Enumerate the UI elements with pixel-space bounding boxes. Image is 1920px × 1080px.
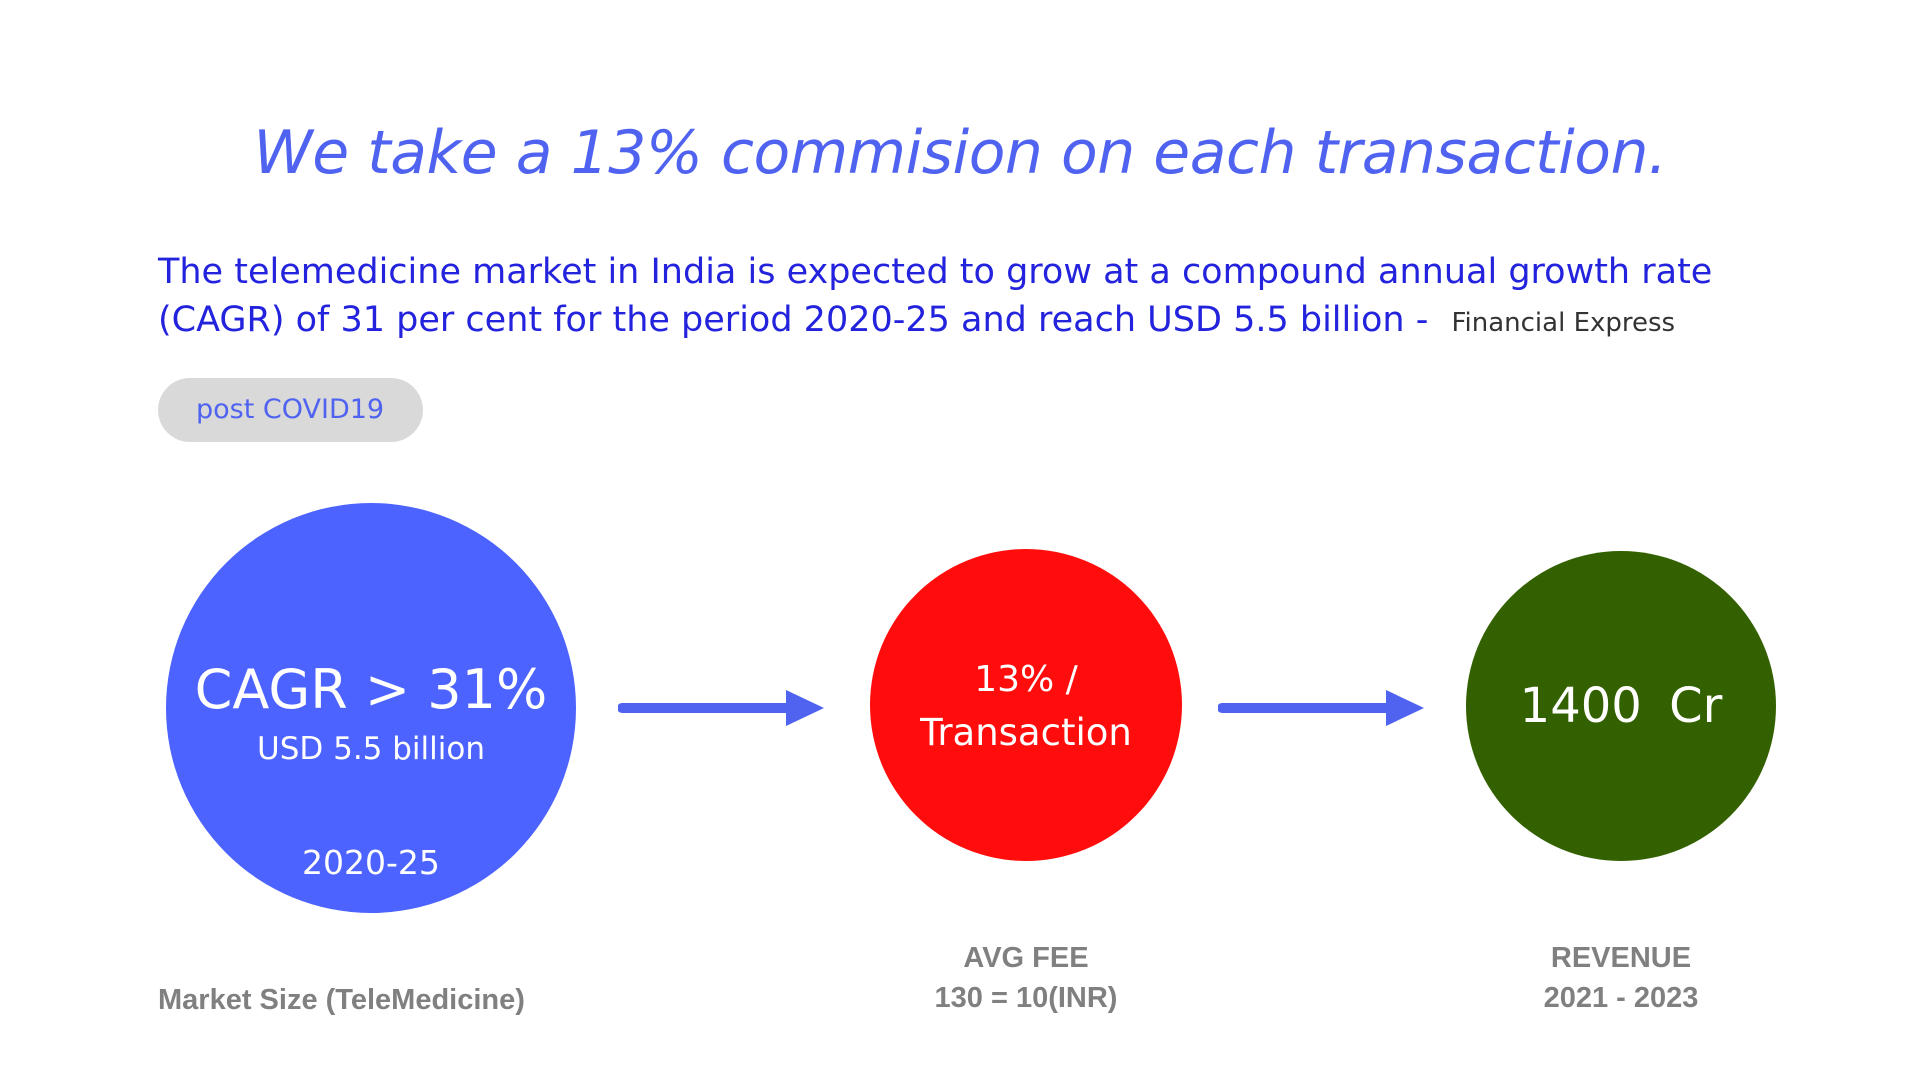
revenue-caption-value: 2021 - 2023 [1543, 982, 1699, 1014]
revenue-caption-title: REVENUE [1550, 942, 1692, 974]
cagr-label: CAGR > 31% [194, 658, 548, 721]
market-caption: Market Size (TeleMedicine) [158, 984, 525, 1016]
headline: We take a 13% commision on each transact… [253, 118, 1667, 188]
fee-caption-value: 130 = 10(INR) [934, 982, 1118, 1014]
fee-caption-title: AVG FEE [963, 942, 1089, 974]
fee-unit: Transaction [920, 711, 1132, 754]
market-quote: The telemedicine market in India is expe… [158, 248, 1758, 347]
arrow-right-icon [618, 690, 824, 726]
revenue-circle: 1400 Cr [1466, 551, 1776, 861]
fee-circle: 13% / Transaction [870, 549, 1182, 861]
revenue-value: 1400 Cr [1519, 678, 1723, 734]
post-covid-tag: post COVID19 [158, 378, 423, 442]
fee-caption: AVG FEE 130 = 10(INR) [870, 938, 1182, 1018]
quote-source: Financial Express [1451, 308, 1676, 338]
revenue-caption: REVENUE 2021 - 2023 [1466, 938, 1776, 1018]
fee-percent: 13% / [974, 659, 1078, 700]
market-value: USD 5.5 billion [257, 731, 485, 767]
market-size-circle: CAGR > 31% USD 5.5 billion 2020-25 [166, 503, 576, 913]
quote-text: The telemedicine market in India is expe… [158, 252, 1713, 340]
arrow-right-icon [1218, 690, 1424, 726]
market-period: 2020-25 [302, 843, 440, 882]
